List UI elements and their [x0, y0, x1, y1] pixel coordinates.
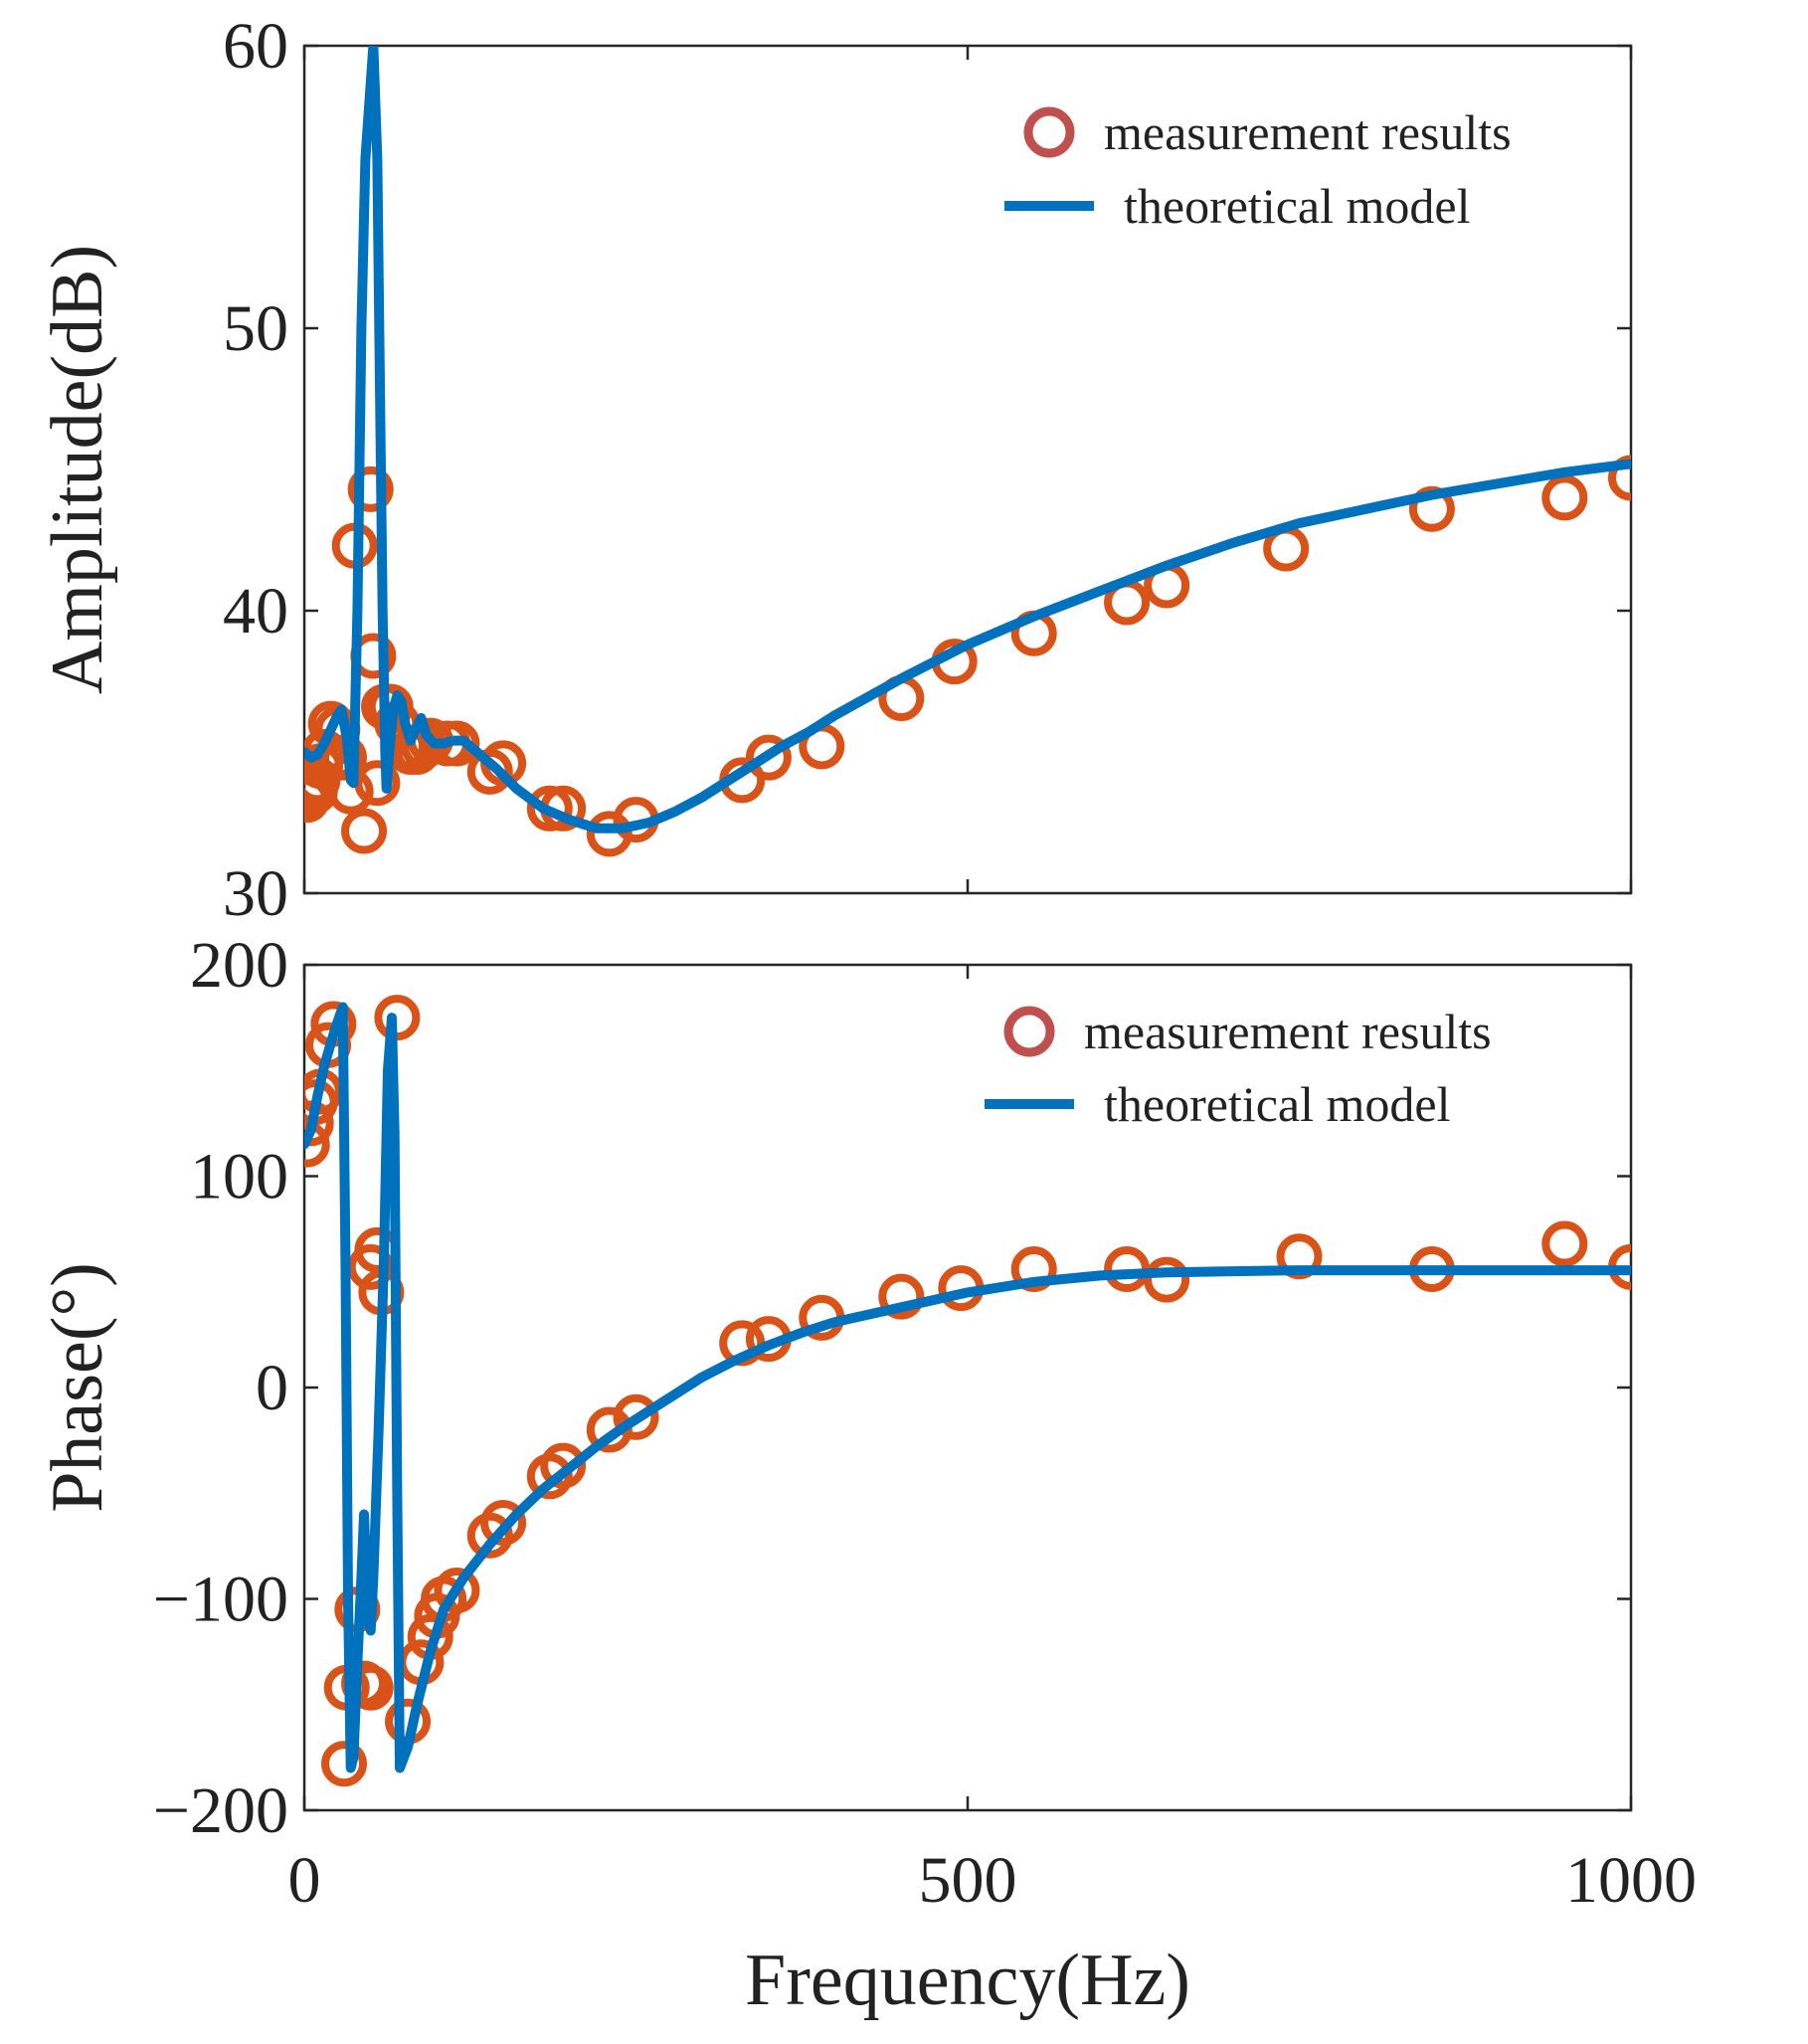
phase-measurement-point — [540, 1442, 587, 1489]
amplitude-panel: 30 40 50 60 Amplitude(dB) measurement results… — [37, 10, 1633, 930]
phase-legend-label-model: theoretical model — [1104, 1076, 1450, 1132]
amplitude-ytick-label: 60 — [223, 10, 288, 83]
amplitude-legend-label-model: theoretical model — [1124, 178, 1470, 234]
phase-ylabel: Phase(°) — [37, 1262, 118, 1513]
amplitude-measurement-point — [347, 465, 394, 512]
amplitude-measurement-point — [1541, 474, 1588, 521]
phase-measurement-point — [1276, 1233, 1323, 1280]
amplitude-measurement-point — [745, 734, 792, 781]
amplitude-model-line — [304, 46, 1631, 834]
phase-model-line — [304, 1002, 1631, 1773]
phase-ytick-label: 100 — [190, 1141, 288, 1213]
amplitude-ylabel: Amplitude(dB) — [37, 245, 118, 694]
phase-xtick-label: 0 — [288, 1844, 321, 1917]
phase-legend: measurement results theoretical model — [985, 1004, 1492, 1132]
phase-xlabel: Frequency(Hz) — [745, 1940, 1190, 2021]
phase-ytick-label: 0 — [256, 1352, 288, 1424]
phase-measurement-point — [878, 1273, 925, 1320]
phase-measurement-point — [613, 1394, 659, 1440]
amplitude-plot-area — [304, 46, 1631, 857]
amplitude-ytick-label: 50 — [223, 292, 288, 365]
phase-legend-marker — [1003, 1006, 1055, 1057]
phase-measurement-point — [480, 1500, 527, 1546]
phase-xtick-label: 1000 — [1565, 1844, 1697, 1917]
amplitude-axes-box — [302, 44, 1633, 895]
amplitude-ytick-label: 30 — [223, 857, 288, 930]
amplitude-measurement-point — [341, 808, 388, 854]
amplitude-ytick-label: 40 — [223, 575, 288, 648]
phase-legend-label-measurement: measurement results — [1084, 1004, 1492, 1059]
phase-ytick-label: −200 — [153, 1774, 288, 1847]
phase-measurement-point — [321, 1741, 368, 1787]
amplitude-measurement-point — [526, 785, 573, 832]
phase-measurement-point — [1010, 1246, 1057, 1292]
phase-measurement-point — [374, 995, 421, 1041]
phase-measurement-point — [466, 1512, 513, 1559]
phase-plot-area — [304, 995, 1631, 1787]
amplitude-measurement-point — [1608, 455, 1631, 501]
phase-measurement-point — [1541, 1220, 1588, 1267]
phase-measurement-point — [434, 1568, 480, 1613]
amplitude-legend: measurement results theoretical model — [1004, 104, 1512, 234]
amplitude-legend-marker — [1023, 106, 1075, 158]
phase-ytick-label: 200 — [190, 929, 288, 1002]
phase-panel: −200 −100 0 100 200 0 500 1000 Phase(°) Frequency… — [37, 929, 1697, 2021]
amplitude-legend-label-measurement: measurement results — [1104, 104, 1512, 160]
phase-ytick-label: −100 — [153, 1564, 288, 1636]
phase-xtick-label: 500 — [919, 1844, 1017, 1917]
phase-measurement-point — [1144, 1256, 1190, 1303]
